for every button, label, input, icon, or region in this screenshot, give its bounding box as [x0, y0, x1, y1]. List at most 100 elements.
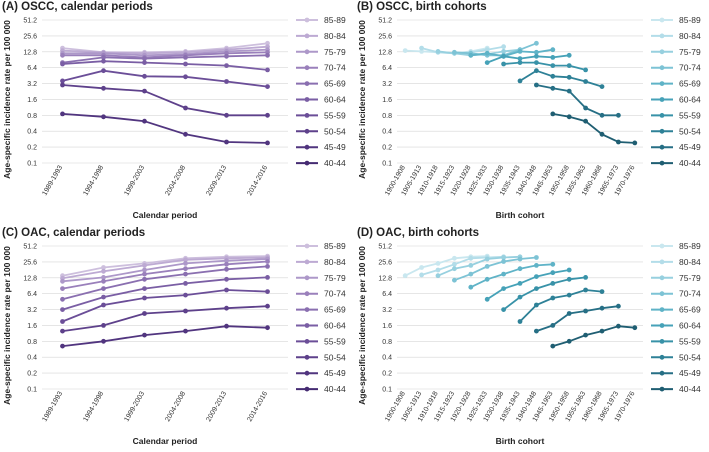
x-tick-label: 1989-1993	[41, 164, 64, 197]
legend-marker	[304, 370, 310, 376]
x-tick-label: 2009-2013	[205, 164, 228, 197]
data-point-50-54	[60, 328, 65, 334]
data-point-45-49	[550, 85, 556, 91]
data-point-45-49	[142, 332, 147, 338]
data-point-65-69	[550, 47, 556, 53]
legend-label: 50-54	[324, 352, 346, 362]
data-point-80-84	[435, 267, 441, 273]
legend-label: 40-44	[679, 384, 701, 394]
y-tick-label: 1.6	[27, 97, 37, 104]
data-point-40-44	[583, 332, 588, 338]
data-point-40-44	[566, 338, 572, 344]
data-point-50-54	[534, 68, 539, 74]
data-point-70-74	[142, 271, 147, 277]
y-tick-label: 0.8	[382, 339, 392, 346]
data-point-55-59	[550, 63, 556, 68]
legend-label: 40-44	[324, 384, 346, 394]
data-point-55-59	[142, 73, 147, 79]
x-axis-label: Calendar period	[133, 436, 198, 446]
data-point-40-44	[583, 118, 588, 124]
data-point-60-64	[534, 53, 539, 59]
data-point-60-64	[183, 281, 188, 286]
y-tick-label: 1.6	[382, 97, 392, 104]
data-point-85-89	[419, 49, 424, 54]
legend-marker	[304, 144, 310, 150]
series-line-55-59	[62, 289, 268, 323]
legend-marker	[304, 97, 310, 102]
data-point-65-69	[484, 276, 490, 282]
data-point-45-49	[183, 131, 188, 137]
data-point-65-69	[101, 286, 106, 291]
data-point-85-89	[452, 255, 457, 261]
data-point-55-59	[265, 84, 270, 89]
data-point-80-84	[452, 261, 457, 267]
data-point-65-69	[183, 271, 188, 277]
data-point-70-74	[534, 255, 539, 260]
legend-label: 75-79	[679, 273, 701, 283]
data-point-70-74	[101, 278, 106, 284]
legend-label: 55-59	[324, 336, 346, 346]
series-line-45-49	[536, 305, 619, 332]
data-point-60-64	[101, 58, 106, 64]
series-line-40-44	[552, 113, 635, 144]
y-tick-label: 1.6	[27, 323, 37, 330]
data-point-65-69	[224, 266, 229, 272]
legend-label: 60-64	[679, 95, 701, 105]
data-point-75-79	[435, 49, 441, 54]
legend-marker	[304, 275, 310, 281]
data-point-60-64	[517, 281, 523, 286]
series-line-80-84	[62, 45, 268, 55]
y-tick-label: 0.2	[382, 371, 392, 378]
data-point-45-49	[566, 311, 572, 316]
data-point-50-54	[583, 287, 588, 293]
data-point-45-49	[101, 338, 106, 344]
legend-marker	[304, 243, 310, 249]
x-tick-label: 2014-2016	[246, 390, 269, 423]
legend-marker	[304, 291, 310, 297]
data-point-75-79	[452, 266, 457, 272]
data-point-45-49	[599, 305, 605, 311]
series-line-50-54	[519, 69, 603, 88]
y-axis-label: Age-specific incidence rate per 100 000	[357, 246, 367, 405]
series-line-65-69	[62, 54, 268, 64]
legend-marker	[304, 128, 310, 134]
legend-label: 60-64	[324, 321, 346, 331]
data-point-45-49	[183, 328, 188, 334]
data-point-80-84	[501, 44, 506, 50]
data-point-55-59	[517, 294, 523, 300]
data-point-60-64	[60, 307, 65, 312]
data-point-55-59	[183, 292, 188, 298]
data-point-40-44	[599, 131, 605, 137]
data-point-60-64	[501, 286, 506, 291]
data-point-55-59	[142, 295, 147, 301]
y-tick-label: 0.4	[27, 129, 37, 136]
y-tick-label: 51.2	[23, 244, 37, 251]
chart-oscc-calendar: 51.2 25.6 12.8 6.4 3.2 1.6 0.8 0.4 0.2 0.1 1989-19…	[2, 15, 346, 220]
data-point-60-64	[101, 294, 106, 300]
data-point-40-44	[632, 140, 638, 146]
data-point-60-64	[484, 296, 490, 302]
data-point-60-64	[183, 61, 188, 67]
data-point-65-69	[142, 56, 147, 61]
legend-marker	[659, 339, 665, 344]
data-point-55-59	[183, 74, 188, 80]
legend-marker	[659, 113, 665, 118]
data-point-70-74	[452, 277, 457, 283]
chart-title: (A) OSCC, calendar periods	[2, 1, 153, 13]
data-point-40-44	[550, 111, 556, 117]
data-point-50-54	[599, 289, 605, 294]
legend-marker	[304, 323, 310, 328]
data-point-85-89	[101, 265, 106, 270]
chart-oac-calendar: 51.2 25.6 12.8 6.4 3.2 1.6 0.8 0.4 0.2 0.1 1989-19…	[2, 241, 346, 446]
data-point-40-44	[616, 323, 621, 329]
data-point-70-74	[60, 52, 65, 58]
data-point-55-59	[534, 286, 539, 291]
data-point-45-49	[60, 343, 65, 349]
data-point-75-79	[501, 49, 506, 54]
data-point-75-79	[468, 263, 474, 268]
data-point-55-59	[566, 63, 572, 68]
x-axis-label: Birth cohort	[496, 210, 545, 220]
panel-oac-calendar: (C) OAC, calendar periods 51.2 25.6 12.8 6.…	[0, 226, 354, 452]
data-point-50-54	[265, 112, 270, 118]
data-point-80-84	[484, 47, 490, 53]
